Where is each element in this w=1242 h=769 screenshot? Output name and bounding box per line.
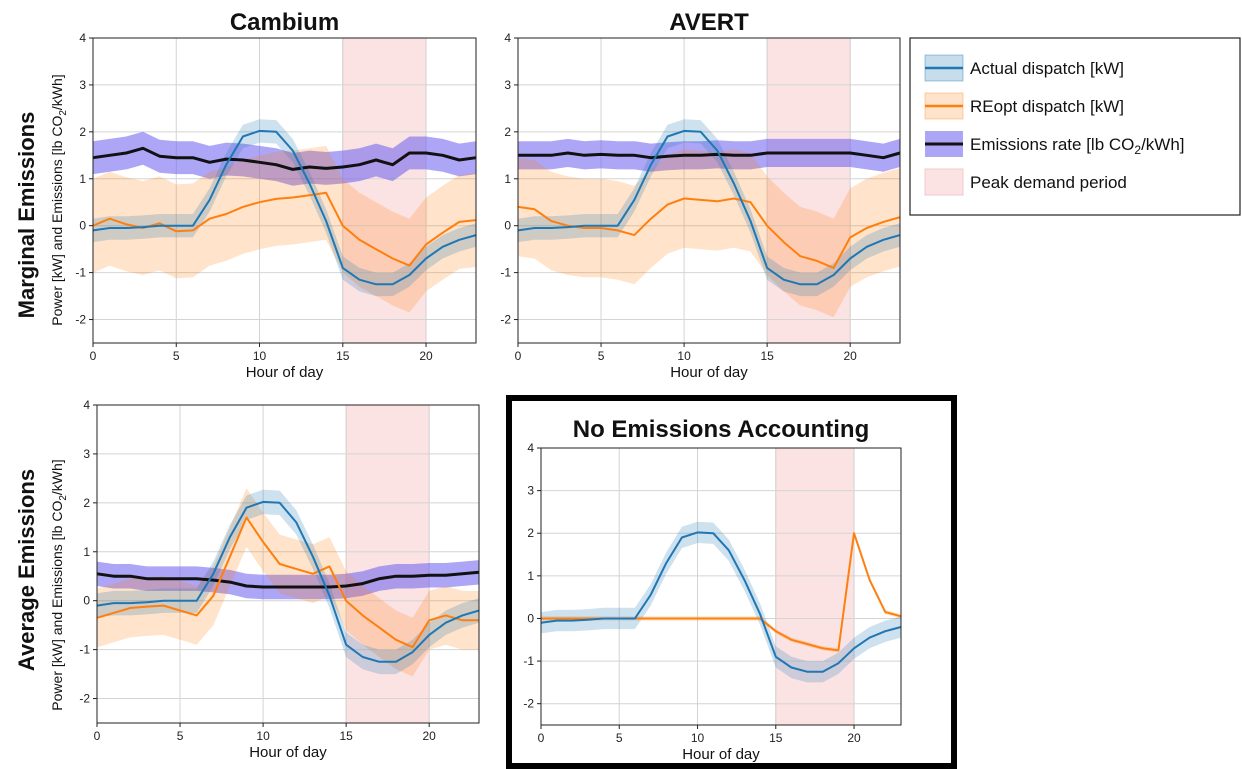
y-axis-label-top: Power [kW] and Emissions [lb CO2/kWh] [49,74,69,325]
highlight-frame [506,395,957,769]
series-line-reopt [92,191,477,267]
x-tick-label-0: 0 [94,729,101,743]
x-tick-label-4: 20 [847,731,861,745]
series-band-emis [93,131,476,186]
x-tick-label-3: 15 [769,731,783,745]
y-tick-label-2: 0 [504,219,511,233]
chart-panel-4: 0 5 10 15 20 -2 -1 0 1 2 3 4 Hour of day No Emissions… [523,416,902,763]
chart-panel-2: 0 5 10 15 20 -2 -1 0 1 2 3 4 Hour of day AVERT [500,9,901,381]
panel-title: No Emissions Accounting [573,416,869,443]
y-tick-label-3: 1 [527,569,534,583]
y-tick-label-6: 4 [504,31,511,45]
chart-panel-1: 0 5 10 15 20 -2 -1 0 1 2 3 4 Hour of day Cambium [75,9,477,381]
y-tick-label-2: 0 [79,219,86,233]
series-line-actual [517,129,901,286]
y-tick-label-2: 0 [83,594,90,608]
x-tick-label-2: 10 [677,349,691,363]
series-line-reopt [96,516,479,649]
x-tick-label-0: 0 [515,349,522,363]
x-tick-label-1: 5 [598,349,605,363]
y-tick-label-6: 4 [83,398,90,412]
x-tick-label-0: 0 [90,349,97,363]
plot-frame [540,447,902,726]
row-label-average: Average Emissions [14,469,39,671]
series-line-emis [92,146,477,171]
y-tick-label-0: -2 [79,692,90,706]
x-axis-label: Hour of day [670,364,748,381]
series-band-emis [97,560,479,600]
legend-label-emissions: Emissions rate [lb CO2/kWh] [970,135,1185,157]
series-band-reopt [518,149,900,318]
plot-frame [517,37,901,344]
x-tick-label-3: 15 [760,349,774,363]
y-tick-label-1: -1 [75,266,86,280]
legend-label-peak: Peak demand period [970,173,1127,192]
y-tick-label-4: 2 [504,125,511,139]
chart-panel-3: 0 5 10 15 20 -2 -1 0 1 2 3 4 Hour of day [79,398,480,761]
legend: Actual dispatch [kW] REopt dispatch [kW]… [909,37,1241,216]
x-tick-label-4: 20 [422,729,436,743]
y-tick-label-1: -1 [79,643,90,657]
x-tick-label-2: 10 [253,349,267,363]
y-tick-label-1: -1 [523,654,534,668]
panel-title: AVERT [669,9,749,36]
y-tick-label-4: 2 [79,125,86,139]
x-tick-label-3: 15 [336,349,350,363]
x-tick-label-3: 15 [339,729,353,743]
series-line-actual [540,531,902,673]
legend-label-reopt: REopt dispatch [kW] [970,97,1124,116]
legend-item-peak: Peak demand period [924,168,1127,196]
series-line-actual [92,129,477,286]
y-tick-label-6: 4 [527,441,534,455]
series-band-reopt [97,488,479,677]
x-axis-label: Hour of day [246,364,324,381]
legend-box [909,37,1241,216]
plot-frame [92,37,477,344]
y-tick-label-0: -2 [75,313,86,327]
series-band-reopt [93,145,476,313]
y-tick-label-5: 3 [79,78,86,92]
y-tick-label-1: -1 [500,266,511,280]
y-tick-label-0: -2 [523,697,534,711]
y-tick-label-4: 2 [527,526,534,540]
series-line-emis [96,570,480,589]
y-tick-label-3: 1 [504,172,511,186]
x-axis-label: Hour of day [249,744,327,761]
peak-demand-region [775,447,855,726]
legend-swatch-peak [924,168,964,196]
plot-frame [96,404,480,724]
x-tick-label-1: 5 [616,731,623,745]
x-tick-label-2: 10 [256,729,270,743]
y-tick-label-5: 3 [83,447,90,461]
legend-label-actual: Actual dispatch [kW] [970,59,1124,78]
x-tick-label-1: 5 [173,349,180,363]
y-axis-label-bottom: Power [kW] and Emissions [lb CO2/kWh] [49,459,69,710]
x-tick-label-1: 5 [177,729,184,743]
x-axis-label: Hour of day [682,746,760,763]
row-label-marginal: Marginal Emissions [14,112,39,319]
x-tick-label-4: 20 [419,349,433,363]
legend-item-actual: Actual dispatch [kW] [924,54,1124,82]
x-tick-label-4: 20 [843,349,857,363]
legend-item-reopt: REopt dispatch [kW] [924,92,1124,120]
peak-demand-region [342,37,427,344]
legend-item-emissions: Emissions rate [lb CO2/kWh] [925,131,1185,157]
x-tick-label-0: 0 [538,731,545,745]
y-tick-label-3: 1 [79,172,86,186]
y-tick-label-2: 0 [527,611,534,625]
panel-title: Cambium [230,9,339,36]
y-tick-label-3: 1 [83,545,90,559]
y-tick-label-5: 3 [504,78,511,92]
y-tick-label-5: 3 [527,484,534,498]
series-line-reopt [517,197,901,269]
series-line-actual [96,500,480,663]
y-tick-label-0: -2 [500,313,511,327]
y-tick-label-4: 2 [83,496,90,510]
y-tick-label-6: 4 [79,31,86,45]
x-tick-label-2: 10 [691,731,705,745]
series-line-emis [518,151,901,160]
